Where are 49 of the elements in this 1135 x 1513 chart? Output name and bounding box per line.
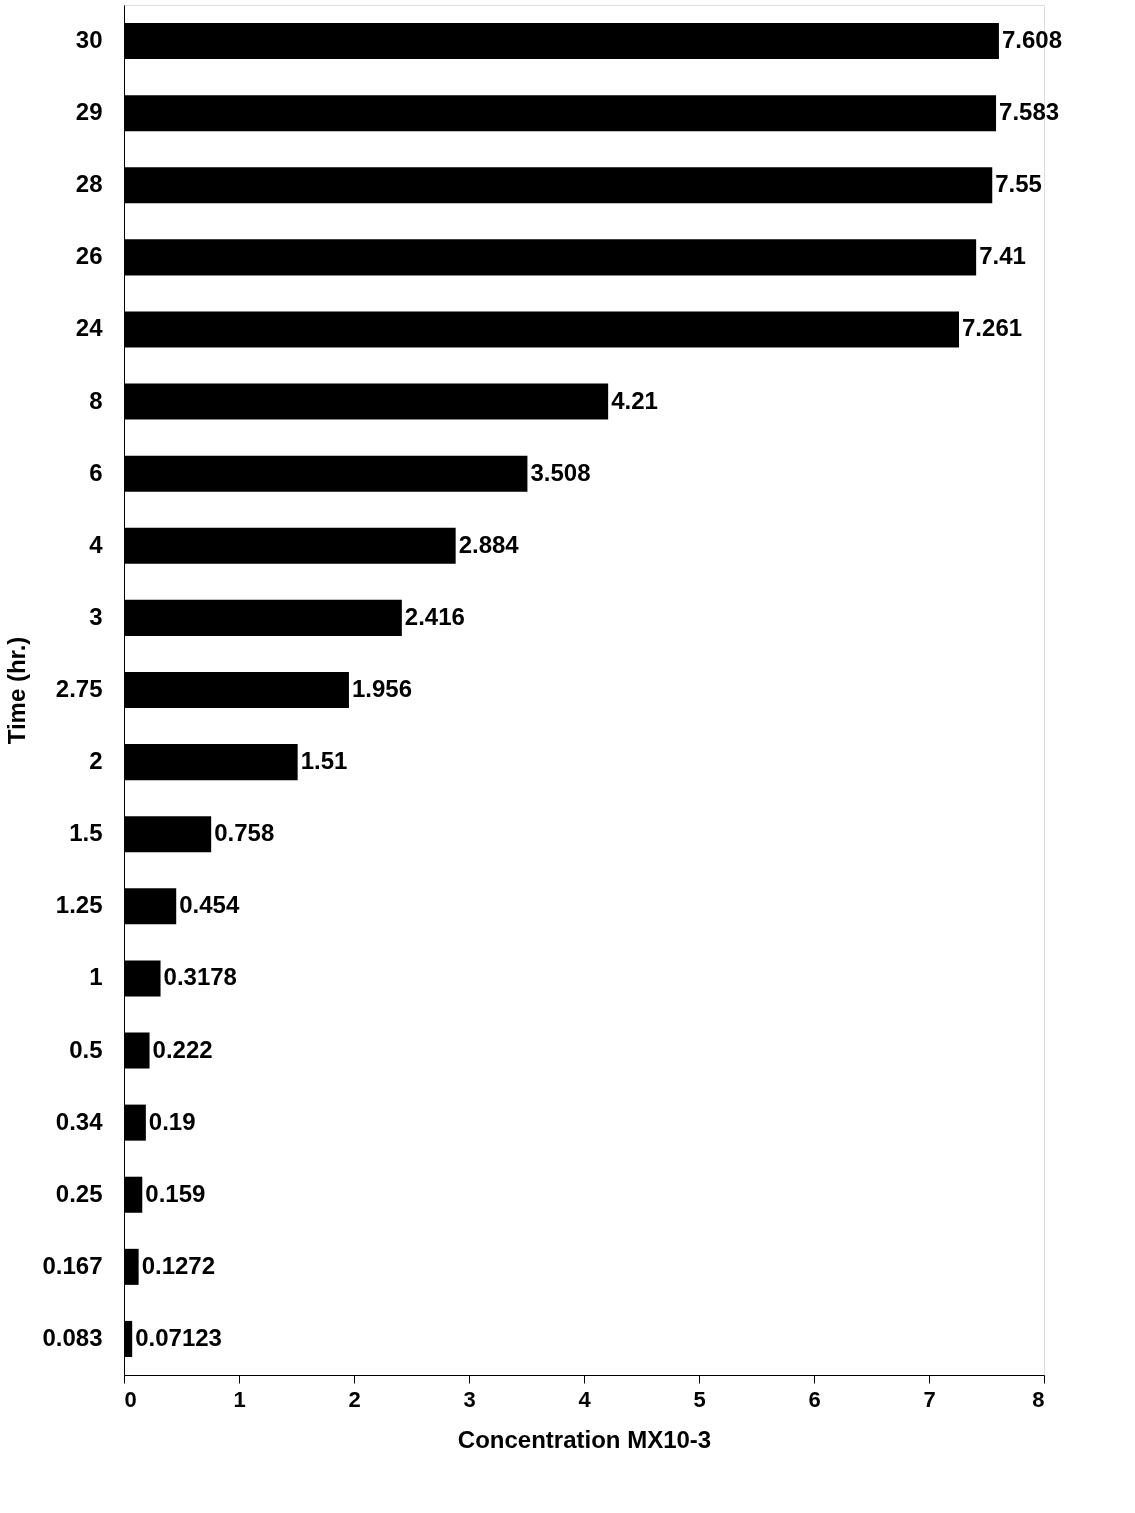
x-tick-label: 1	[233, 1386, 246, 1412]
y-tick-label: 29	[75, 98, 103, 126]
data-label: 0.3178	[163, 963, 237, 991]
y-tick-label: 26	[75, 242, 103, 270]
data-label: 7.41	[979, 242, 1026, 270]
x-tick-label: 7	[923, 1386, 936, 1412]
data-label: 1.51	[300, 747, 348, 775]
y-tick-label: 28	[75, 170, 103, 198]
data-label: 7.583	[999, 98, 1060, 126]
y-tick-label: 3	[89, 602, 103, 630]
y-tick-label: 2.75	[55, 675, 103, 702]
y-tick-label: 1.5	[69, 819, 103, 847]
y-tick-label: 0.083	[42, 1323, 103, 1351]
data-label: 7.261	[962, 314, 1023, 342]
y-tick-label: 6	[89, 458, 103, 486]
y-tick-label: 0.25	[55, 1179, 103, 1207]
data-label: 7.55	[995, 170, 1042, 198]
x-tick-label: 6	[808, 1386, 821, 1412]
y-tick-label: 8	[89, 386, 103, 414]
y-tick-label: 30	[75, 26, 103, 54]
y-tick-label: 1.25	[55, 891, 103, 919]
x-tick-label: 4	[578, 1386, 592, 1412]
data-label: 0.19	[148, 1107, 196, 1135]
data-label: 0.159	[145, 1179, 206, 1207]
x-tick-label: 2	[348, 1386, 361, 1412]
y-tick-label: 4	[89, 530, 104, 558]
x-tick-label: 5	[693, 1386, 706, 1412]
x-tick-label: 3	[463, 1386, 476, 1412]
y-tick-label: 0.5	[69, 1035, 103, 1063]
data-label: 4.21	[611, 386, 658, 414]
x-tick-label: 0	[124, 1386, 137, 1412]
x-tick-label: 8	[1032, 1386, 1045, 1412]
data-label: 0.07123	[135, 1323, 222, 1351]
data-label: 3.508	[530, 458, 591, 486]
data-label: 7.608	[1001, 26, 1062, 54]
y-tick-label: 1	[89, 963, 103, 991]
y-tick-label: 0.34	[55, 1107, 104, 1135]
y-axis-title: Time (hr.)	[3, 636, 31, 745]
data-label: 0.454	[179, 891, 240, 919]
data-label: 0.1272	[141, 1251, 216, 1279]
data-label: 2.416	[404, 602, 465, 630]
data-label: 0.222	[152, 1035, 213, 1063]
data-label: 2.884	[458, 530, 520, 558]
x-axis-title: Concentration MX10-3	[457, 1425, 712, 1453]
y-tick-label: 0.167	[42, 1251, 103, 1279]
y-tick-label: 24	[75, 314, 104, 342]
data-label: 0.758	[214, 819, 275, 847]
data-label: 1.956	[351, 675, 412, 702]
y-tick-label: 2	[89, 747, 103, 775]
